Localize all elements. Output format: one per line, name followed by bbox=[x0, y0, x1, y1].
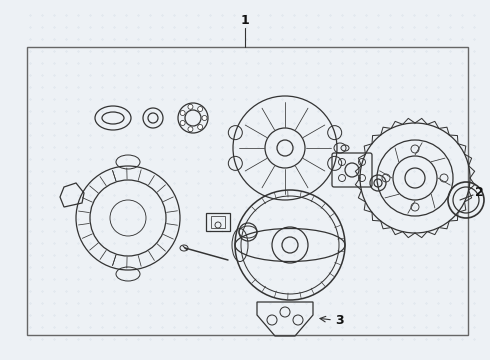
Text: 2: 2 bbox=[475, 185, 484, 198]
Bar bbox=[211, 216, 225, 228]
Circle shape bbox=[180, 121, 185, 126]
Circle shape bbox=[202, 116, 207, 121]
Bar bbox=[27, 47, 468, 335]
Circle shape bbox=[180, 111, 185, 116]
Circle shape bbox=[197, 107, 203, 112]
Bar bbox=[206, 213, 230, 231]
Circle shape bbox=[188, 104, 193, 109]
Circle shape bbox=[197, 125, 203, 130]
Circle shape bbox=[188, 127, 193, 132]
Text: 3: 3 bbox=[335, 314, 343, 327]
Text: 1: 1 bbox=[241, 14, 249, 27]
